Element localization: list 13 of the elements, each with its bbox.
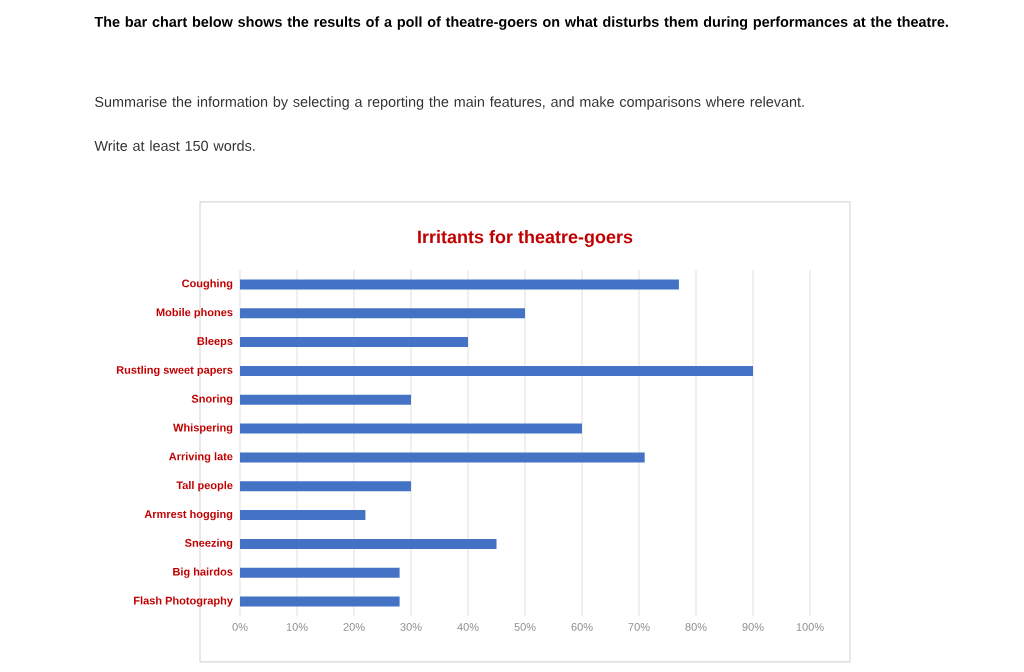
bar bbox=[240, 394, 411, 405]
bar bbox=[240, 538, 497, 549]
bar bbox=[240, 481, 411, 492]
bar bbox=[240, 596, 400, 607]
bar bbox=[240, 337, 468, 348]
bar bbox=[240, 308, 525, 319]
bar bbox=[240, 423, 582, 434]
bar bbox=[240, 365, 753, 376]
bar bbox=[240, 567, 400, 578]
bar bbox=[240, 452, 645, 463]
bar bbox=[240, 510, 366, 521]
chart-title: Irritants for theatre-goers bbox=[418, 230, 633, 247]
bar bbox=[240, 279, 679, 290]
